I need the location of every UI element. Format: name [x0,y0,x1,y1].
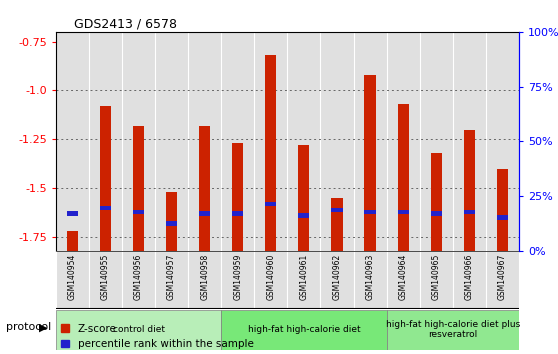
Bar [155,32,188,251]
Bar [420,32,453,251]
Text: high-fat high-calorie diet plus
resveratrol: high-fat high-calorie diet plus resverat… [386,320,520,339]
Bar [265,202,276,206]
Bar [67,211,78,216]
Bar [486,32,519,251]
Bar [354,32,387,251]
Bar [497,215,508,220]
Bar [387,251,420,309]
Bar [299,213,310,218]
Bar [464,210,475,214]
Text: GSM140962: GSM140962 [333,254,341,300]
Text: GSM140955: GSM140955 [101,254,110,300]
Bar [166,221,177,225]
Bar [155,251,188,309]
Bar [89,32,122,251]
Bar [354,251,387,309]
Bar [67,231,78,251]
Text: GSM140960: GSM140960 [266,254,275,300]
Bar [431,153,442,251]
Bar [232,143,243,251]
Bar [299,145,310,251]
Bar [287,32,320,251]
Bar [453,251,486,309]
Bar [265,55,276,251]
Text: high-fat high-calorie diet: high-fat high-calorie diet [248,325,360,334]
Text: GSM140957: GSM140957 [167,254,176,300]
Text: GSM140956: GSM140956 [134,254,143,300]
Bar [199,126,210,251]
Text: GSM140959: GSM140959 [233,254,242,300]
Text: GSM140967: GSM140967 [498,254,507,300]
Bar [232,211,243,216]
Text: protocol: protocol [6,322,51,332]
Text: GSM140965: GSM140965 [432,254,441,300]
Legend: Z-score, percentile rank within the sample: Z-score, percentile rank within the samp… [61,324,253,349]
Bar [56,310,221,350]
Bar [199,211,210,216]
Bar [254,32,287,251]
Bar [100,106,111,251]
Bar [331,198,343,251]
Bar [387,310,519,350]
Bar [364,75,376,251]
Bar [221,310,387,350]
Bar [453,32,486,251]
Bar [497,169,508,251]
Bar [56,251,89,309]
Bar [133,210,144,214]
Bar [387,32,420,251]
Text: ▶: ▶ [39,322,47,332]
Bar [122,251,155,309]
Bar [431,211,442,216]
Bar [331,207,343,212]
Text: GDS2413 / 6578: GDS2413 / 6578 [74,18,177,31]
Bar [221,251,254,309]
Text: GSM140964: GSM140964 [398,254,408,300]
Text: GSM140963: GSM140963 [365,254,374,300]
Bar [320,251,354,309]
Bar [188,32,221,251]
Bar [287,251,320,309]
Bar [486,251,519,309]
Text: GSM140958: GSM140958 [200,254,209,300]
Bar [420,251,453,309]
Bar [364,210,376,214]
Text: GSM140954: GSM140954 [68,254,77,300]
Bar [89,251,122,309]
Bar [56,32,89,251]
Bar [397,210,409,214]
Bar [397,104,409,251]
Bar [188,251,221,309]
Text: GSM140961: GSM140961 [300,254,309,300]
Bar [464,130,475,251]
Text: GSM140966: GSM140966 [465,254,474,300]
Bar [254,251,287,309]
Text: control diet: control diet [113,325,165,334]
Bar [100,206,111,210]
Bar [221,32,254,251]
Bar [320,32,354,251]
Bar [133,126,144,251]
Bar [122,32,155,251]
Bar [166,192,177,251]
